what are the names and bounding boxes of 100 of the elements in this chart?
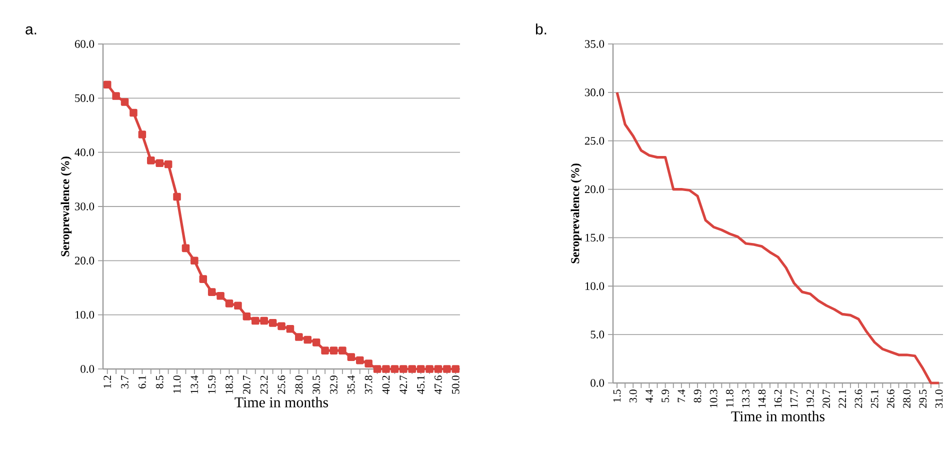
y-tick-label: 0.0 bbox=[590, 379, 604, 387]
x-tick-label: 10.3 bbox=[710, 390, 718, 408]
point bbox=[112, 92, 120, 100]
point bbox=[268, 319, 277, 327]
point bbox=[156, 159, 164, 168]
x-tick-label: 11.8 bbox=[726, 390, 734, 407]
x-tick-label: 16.2 bbox=[774, 390, 782, 408]
point bbox=[364, 360, 372, 368]
y-tick-label: 35.0 bbox=[585, 40, 604, 48]
x-tick-label: 14.8 bbox=[758, 390, 766, 408]
x-tick-label: 11.0 bbox=[173, 376, 181, 393]
point bbox=[443, 365, 451, 373]
y-tick-label: 20.0 bbox=[584, 185, 604, 194]
point bbox=[225, 300, 234, 308]
x-tick-label: 25.1 bbox=[870, 390, 878, 408]
x-tick-label: 23.6 bbox=[854, 389, 862, 408]
x-tick-label: 40.2 bbox=[382, 376, 390, 394]
x-tick-label: 23.2 bbox=[260, 376, 268, 394]
y-tick-label: 60.0 bbox=[74, 40, 94, 48]
x-tick-label: 32.9 bbox=[330, 376, 338, 394]
x-tick-label: 37.8 bbox=[364, 376, 372, 394]
point bbox=[416, 365, 425, 373]
point bbox=[164, 160, 172, 168]
point bbox=[252, 316, 260, 325]
x-axis-title: Time in months bbox=[731, 410, 825, 422]
point bbox=[356, 356, 364, 364]
x-tick-label: 13.3 bbox=[742, 390, 750, 408]
x-tick-label: 8.5 bbox=[156, 376, 164, 388]
chart-title: b. bbox=[536, 24, 546, 34]
x-tick-label: 50.0 bbox=[452, 376, 460, 394]
point bbox=[130, 108, 138, 117]
point bbox=[173, 192, 181, 201]
point bbox=[199, 275, 208, 283]
x-tick-label: 17.7 bbox=[790, 389, 798, 408]
x-tick-label: 3.0 bbox=[629, 390, 637, 402]
x-tick-label: 20.7 bbox=[822, 389, 830, 408]
point bbox=[147, 156, 155, 164]
y-tick-label: 40.0 bbox=[74, 148, 94, 156]
x-tick-label: 13.4 bbox=[190, 375, 198, 394]
point bbox=[321, 346, 329, 354]
x-tick-label: 8.9 bbox=[694, 390, 702, 402]
x-tick-label: 18.3 bbox=[226, 376, 233, 394]
y-tick-label: 25.0 bbox=[584, 136, 604, 145]
y-tick-label: 20.0 bbox=[74, 256, 94, 265]
point bbox=[312, 338, 320, 346]
point bbox=[304, 336, 312, 344]
point bbox=[408, 365, 416, 373]
x-tick-label: 19.2 bbox=[806, 390, 814, 408]
point bbox=[208, 288, 216, 296]
y-tick-label: 30.0 bbox=[75, 202, 94, 210]
point bbox=[347, 353, 356, 361]
point bbox=[390, 365, 399, 373]
x-tick-label: 47.6 bbox=[434, 375, 442, 394]
point bbox=[242, 312, 251, 320]
x-tick-label: 42.7 bbox=[400, 375, 408, 394]
x-tick-label: 5.9 bbox=[662, 390, 670, 402]
y-tick-label: 10.0 bbox=[75, 310, 94, 319]
point bbox=[234, 302, 242, 310]
point bbox=[216, 292, 224, 300]
line-series bbox=[616, 91, 940, 384]
point bbox=[138, 130, 146, 138]
point bbox=[400, 365, 408, 373]
x-tick-label: 28.0 bbox=[295, 376, 303, 394]
y-tick-label: 0.0 bbox=[80, 365, 94, 373]
y-tick-label: 15.0 bbox=[585, 234, 604, 242]
point bbox=[295, 333, 303, 341]
x-tick-label: 22.1 bbox=[838, 390, 846, 408]
x-tick-label: 30.5 bbox=[312, 376, 320, 394]
point bbox=[182, 244, 190, 252]
x-tick-label: 45.1 bbox=[417, 376, 425, 394]
point bbox=[382, 365, 390, 373]
x-tick-label: 20.7 bbox=[242, 375, 250, 394]
point bbox=[426, 365, 434, 373]
x-tick-label: 7.4 bbox=[678, 389, 686, 402]
point bbox=[120, 98, 129, 106]
x-tick-label: 25.6 bbox=[278, 375, 286, 394]
point bbox=[338, 346, 346, 354]
point bbox=[278, 322, 286, 330]
x-tick-label: 1.2 bbox=[104, 376, 112, 388]
x-tick-label: 35.4 bbox=[347, 375, 355, 394]
x-tick-label: 28.0 bbox=[903, 390, 911, 408]
x-tick-label: 31.0 bbox=[935, 390, 943, 408]
point bbox=[190, 256, 198, 265]
point bbox=[434, 365, 442, 373]
x-tick-label: 1.5 bbox=[613, 390, 621, 402]
point bbox=[373, 365, 382, 373]
y-axis-title: Seroprevalence (%) bbox=[570, 164, 582, 264]
point bbox=[103, 80, 112, 88]
y-tick-label: 5.0 bbox=[590, 330, 604, 338]
chart-title: a. bbox=[26, 26, 36, 34]
x-tick-label: 4.4 bbox=[646, 389, 653, 403]
x-tick-label: 6.1 bbox=[138, 376, 146, 388]
point bbox=[452, 365, 460, 373]
x-axis-title: Time in months bbox=[234, 396, 328, 408]
y-axis-title: Seroprevalence (%) bbox=[60, 156, 72, 256]
x-tick-label: 3.7 bbox=[121, 375, 128, 388]
point bbox=[260, 316, 268, 325]
y-tick-label: 10.0 bbox=[585, 282, 604, 290]
x-tick-label: 15.9 bbox=[208, 376, 216, 394]
y-tick-label: 50.0 bbox=[75, 94, 94, 102]
